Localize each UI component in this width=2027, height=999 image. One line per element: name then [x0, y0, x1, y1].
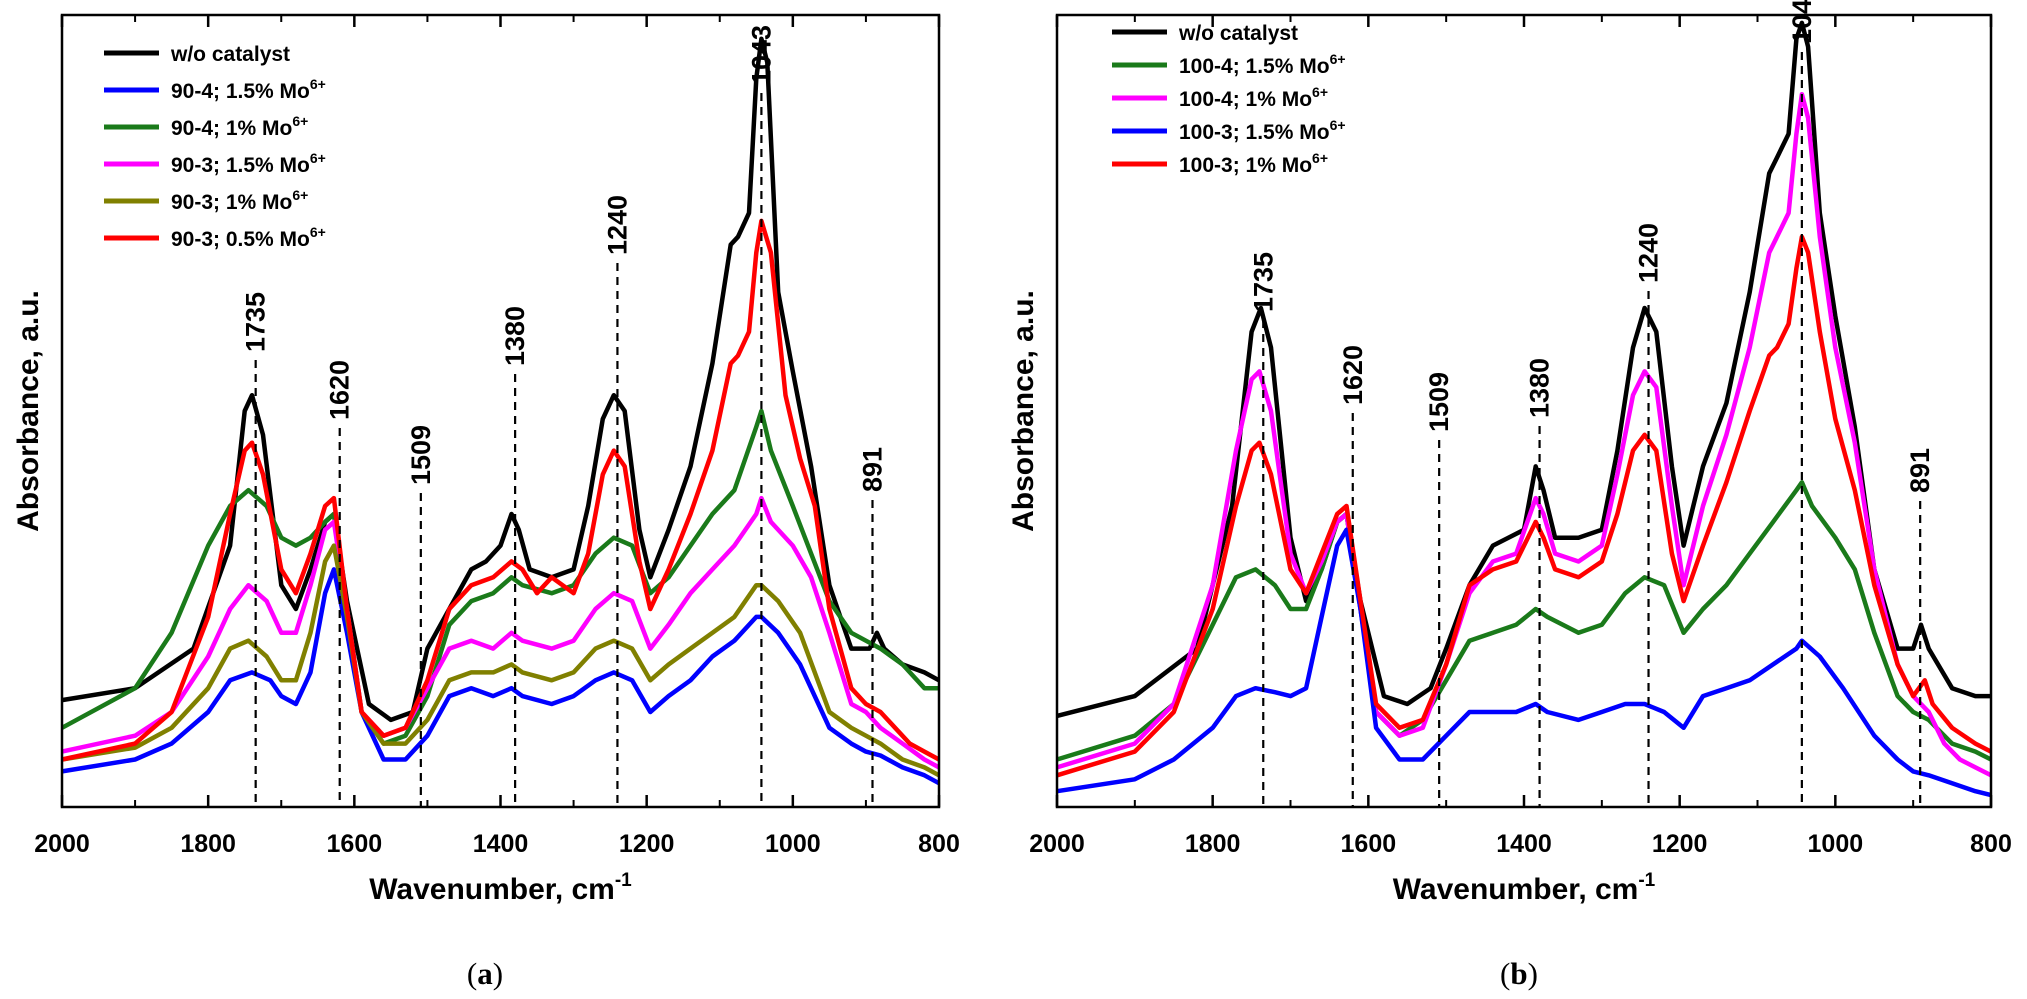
legend-label: 90-3; 1% Mo6+: [171, 187, 308, 214]
legend-label: w/o catalyst: [170, 43, 290, 66]
x-tick-label: 800: [1970, 830, 2012, 858]
legend-label: 100-3; 1% Mo6+: [1179, 150, 1328, 177]
panel-label: (a): [467, 956, 503, 991]
x-axis-title: Wavenumber, cm-1: [1393, 870, 1656, 906]
peak-label: 1240: [1634, 223, 1664, 283]
peak-label: 1509: [406, 425, 436, 485]
x-tick-label: 1400: [473, 830, 529, 858]
series-line-5: [61, 543, 941, 778]
peak-label: 891: [1905, 448, 1935, 493]
legend-label: 100-3; 1.5% Mo6+: [1179, 117, 1346, 144]
peak-label: 891: [857, 447, 887, 492]
peak-label: 1735: [1248, 252, 1278, 312]
series-line-3: [1056, 91, 1993, 778]
x-tick-label: 1400: [1496, 830, 1552, 858]
x-tick-label: 2000: [34, 830, 90, 858]
peak-label: 1509: [1424, 372, 1454, 432]
x-tick-label: 1600: [327, 830, 383, 858]
legend: w/o catalyst 100-4; 1.5% Mo6+ 100-4; 1% Mo…: [1112, 22, 1346, 177]
peak-label: 1240: [602, 195, 632, 255]
x-tick-label: 2000: [1029, 830, 1085, 858]
legend-label: 100-4; 1.5% Mo6+: [1179, 51, 1346, 78]
y-axis-title: Absorbance, a.u.: [12, 290, 45, 532]
x-tick-label: 1200: [619, 830, 675, 858]
legend-label: 100-4; 1% Mo6+: [1179, 84, 1328, 111]
peak-label: 1043: [1787, 0, 1817, 44]
series-line-2: [1056, 480, 1993, 762]
legend-label: 90-4; 1.5% Mo6+: [171, 76, 326, 103]
x-tick-label: 1800: [180, 830, 236, 858]
series-line-2: [61, 567, 941, 786]
peak-label: 1043: [746, 25, 776, 85]
legend-label: 90-3; 1.5% Mo6+: [171, 150, 326, 177]
y-axis-title: Absorbance, a.u.: [1007, 290, 1040, 532]
legend: w/o catalyst 90-4; 1.5% Mo6+ 90-4; 1% Mo6+…: [104, 43, 326, 251]
x-tick-label: 1800: [1185, 830, 1241, 858]
x-tick-label: 800: [918, 830, 960, 858]
peak-label: 1380: [500, 306, 530, 366]
x-tick-label: 1600: [1341, 830, 1397, 858]
series-line-4: [1056, 527, 1992, 798]
peak-label: 1735: [241, 292, 271, 352]
x-tick-label: 1000: [765, 830, 821, 858]
panel-b: 1735 1620 1509 1380 1240 1043 891 2000 1800 1600 1…: [1007, 0, 2012, 991]
panel-a: 1735 1620 1509 1380 1240 1043 891 2000 1800 1600 1…: [12, 13, 960, 991]
legend-label: 90-3; 0.5% Mo6+: [171, 224, 326, 251]
series-line-1: [61, 36, 941, 723]
x-tick-label: 1200: [1652, 830, 1708, 858]
peak-label: 1380: [1525, 358, 1555, 418]
x-axis-title: Wavenumber, cm-1: [369, 870, 632, 906]
panel-label: (b): [1500, 956, 1538, 991]
series-line-5: [1056, 234, 1993, 778]
legend-label: w/o catalyst: [1178, 22, 1298, 45]
x-tick-label: 1000: [1808, 830, 1864, 858]
series-line-6: [61, 218, 941, 762]
peak-label: 1620: [1338, 345, 1368, 405]
legend-label: 90-4; 1% Mo6+: [171, 113, 308, 140]
peak-label: 1620: [325, 360, 355, 420]
series-line-4: [61, 495, 941, 770]
